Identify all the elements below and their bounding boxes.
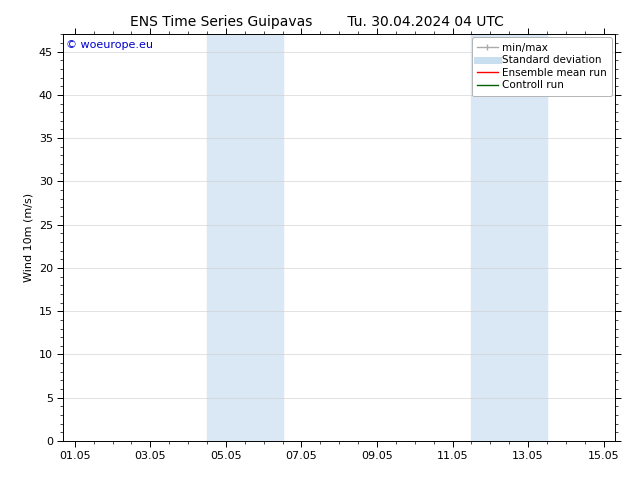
Y-axis label: Wind 10m (m/s): Wind 10m (m/s)	[23, 193, 34, 282]
Bar	[472, 34, 547, 441]
Text: ENS Time Series Guipavas        Tu. 30.04.2024 04 UTC: ENS Time Series Guipavas Tu. 30.04.2024 …	[130, 15, 504, 29]
Text: © woeurope.eu: © woeurope.eu	[66, 40, 153, 50]
Legend: min/max, Standard deviation, Ensemble mean run, Controll run: min/max, Standard deviation, Ensemble me…	[472, 37, 612, 96]
Bar	[207, 34, 283, 441]
